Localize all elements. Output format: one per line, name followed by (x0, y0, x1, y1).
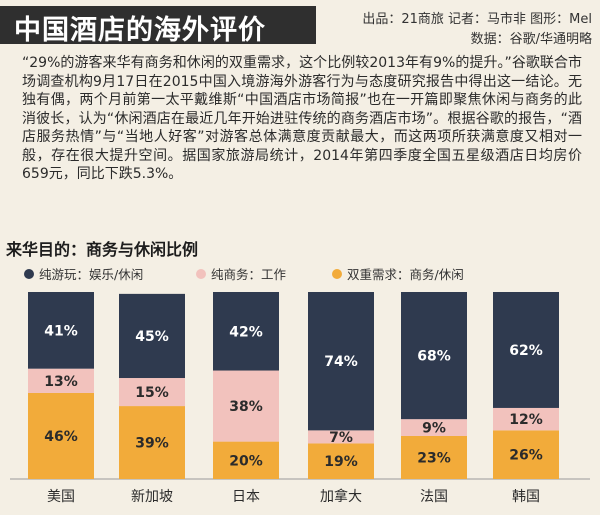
bar-segment (401, 292, 467, 420)
article-text: “29%的游客来华有商务和休闲的双重需求，这个比例较2013年有9%的提升。”谷… (22, 55, 582, 182)
bar-segment (213, 292, 279, 371)
category-label: 法国 (420, 489, 448, 505)
legend-item-leisure: 纯游玩：娱乐/休闲 (24, 264, 143, 283)
bar-value-label: 20% (229, 453, 263, 469)
category-label: 美国 (47, 489, 75, 505)
credit-line: 出品：21商旅 记者：马市非 图形：Mel (362, 12, 592, 27)
data-source-line: 数据：谷歌/华通明略 (470, 32, 592, 47)
bar-segment (213, 370, 279, 442)
bar-segment (119, 378, 185, 407)
chart-title: 来华目的：商务与休闲比例 (6, 240, 199, 259)
bar-value-label: 45% (135, 329, 169, 345)
bar-value-label: 9% (422, 421, 446, 437)
stacked-bar-chart: 46% 13% 41% 美国 39% 15% 45% 新加坡 20% 38% 42% 日本 19% 7% 7… (10, 292, 590, 505)
chart-legend: 纯游玩：娱乐/休闲 纯商务：工作 双重需求：商务/休闲 (14, 264, 594, 282)
legend-label-business: 纯商务：工作 (211, 267, 287, 282)
bar-value-label: 68% (417, 349, 451, 365)
bar-segment (401, 419, 467, 436)
bar-value-label: 39% (135, 436, 169, 452)
bar-segment (119, 406, 185, 479)
bar-segment (493, 430, 559, 479)
bar-value-label: 13% (44, 374, 78, 390)
bar-segment (493, 292, 559, 408)
legend-swatch-leisure (24, 268, 34, 279)
bar-segment (308, 430, 374, 444)
bar-segment (308, 292, 374, 431)
bar-value-label: 74% (324, 354, 358, 370)
legend-swatch-business (196, 268, 206, 279)
bar-segment (119, 293, 185, 379)
bar-segment (493, 407, 559, 431)
bar-segment (28, 368, 94, 393)
legend-swatch-dual (332, 268, 342, 279)
category-label: 日本 (232, 489, 260, 505)
bar-segment (213, 441, 279, 479)
category-label: 新加坡 (131, 489, 173, 505)
bar-value-label: 26% (509, 448, 543, 464)
category-label: 韩国 (512, 489, 540, 505)
bar-value-label: 38% (229, 399, 263, 415)
bar-segment (28, 292, 94, 369)
bar-segment (308, 443, 374, 479)
bar-value-label: 41% (44, 323, 78, 339)
bar-segment (28, 392, 94, 479)
legend-label-dual: 双重需求：商务/休闲 (347, 267, 464, 282)
bar-segment (401, 435, 467, 479)
page-title: 中国酒店的海外评价 (14, 15, 266, 46)
bar-value-label: 23% (417, 450, 451, 466)
bar-value-label: 12% (509, 412, 543, 428)
bar-value-label: 19% (324, 454, 358, 470)
bar-value-label: 7% (329, 430, 353, 446)
bar-value-label: 46% (44, 429, 78, 445)
legend-item-dual: 双重需求：商务/休闲 (332, 264, 464, 283)
legend-item-business: 纯商务：工作 (196, 264, 286, 283)
legend-label-leisure: 纯游玩：娱乐/休闲 (39, 267, 144, 282)
title-bar: 中国酒店的海外评价 (0, 6, 316, 46)
bar-value-label: 42% (229, 324, 263, 340)
category-label: 加拿大 (320, 488, 362, 505)
bar-value-label: 15% (135, 385, 169, 401)
header: 中国酒店的海外评价 出品：21商旅 记者：马市非 图形：Mel 数据：谷歌/华通… (0, 0, 600, 48)
bar-value-label: 62% (509, 343, 543, 359)
